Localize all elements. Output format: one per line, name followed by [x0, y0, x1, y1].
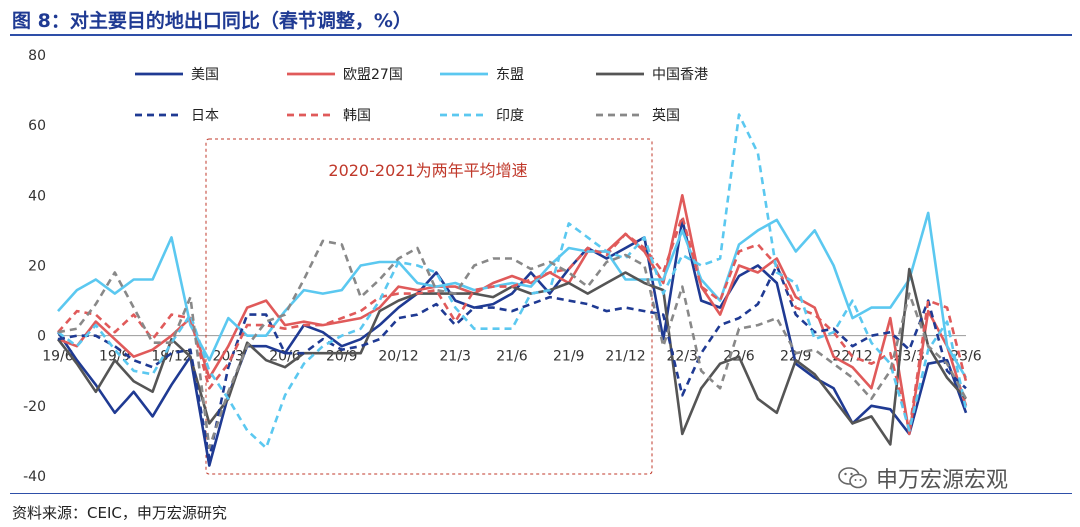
legend-label-6: 印度 [496, 108, 524, 124]
watermark-text: 申万宏源宏观 [876, 468, 1009, 493]
series-line-7 [57, 239, 968, 450]
x-tick-label-6: 20/12 [378, 349, 418, 365]
y-axis: 80 60 40 20 0 -20 -40 [23, 48, 46, 485]
x-tick-label-7: 21/3 [440, 349, 471, 365]
footer-divider [10, 493, 1072, 494]
x-tick-label-8: 21/6 [496, 349, 528, 365]
annotation-box [205, 138, 653, 475]
wechat-icon [838, 467, 867, 489]
x-tick-label-9: 21/9 [553, 349, 584, 365]
y-tick-label-1: 60 [28, 118, 46, 134]
legend-label-3: 中国香港 [652, 67, 708, 83]
watermark: 申万宏源宏观 [838, 462, 1008, 494]
source-note: 资料来源：CEIC，申万宏源研究 [12, 504, 227, 522]
legend-label-5: 韩国 [343, 108, 371, 124]
series-line-5 [57, 215, 968, 432]
series-line-4 [57, 264, 967, 460]
chart-title: 图 8：对主要目的地出口同比（春节调整，%） [12, 10, 412, 32]
title-divider [10, 34, 1072, 36]
annotation-text: 2020-2021为两年平均增速 [328, 161, 527, 180]
y-tick-label-5: -20 [23, 399, 46, 415]
legend-label-7: 英国 [652, 107, 680, 124]
y-tick-label-6: -40 [23, 469, 46, 485]
x-tick-label-10: 21/12 [605, 349, 645, 365]
x-tick-label-0: 19/6 [42, 349, 74, 365]
legend-label-1: 欧盟27国 [343, 67, 403, 83]
legend-label-4: 日本 [191, 108, 219, 124]
y-tick-label-3: 20 [28, 259, 46, 275]
y-tick-label-4: 0 [37, 329, 46, 345]
legend-label-2: 东盟 [496, 67, 524, 83]
series-lines [56, 113, 968, 467]
y-tick-label-0: 80 [28, 48, 46, 64]
x-tick-label-1: 19/9 [99, 349, 130, 365]
series-line-2 [57, 211, 968, 379]
series-line-0 [56, 218, 968, 467]
legend-label-0: 美国 [191, 67, 219, 83]
x-tick-label-5: 20/9 [326, 349, 357, 365]
series-line-1 [57, 194, 968, 436]
x-tick-label-13: 22/9 [780, 349, 811, 365]
y-tick-label-2: 40 [28, 188, 46, 204]
